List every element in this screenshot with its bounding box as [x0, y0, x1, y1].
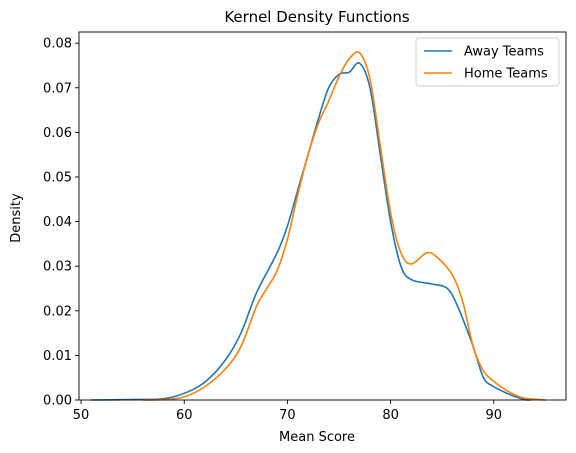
x-tick-label: 60 — [176, 408, 193, 423]
x-axis-ticks: 50 60 70 80 90 — [73, 400, 502, 423]
y-tick-label: 0.06 — [43, 126, 72, 141]
y-tick-label: 0.00 — [43, 394, 72, 409]
series-line-home-teams — [142, 51, 547, 401]
y-tick-label: 0.01 — [43, 349, 72, 364]
legend: Away Teams Home Teams — [415, 37, 560, 87]
chart-title: Kernel Density Functions — [224, 8, 409, 26]
legend-label-away-teams: Away Teams — [464, 45, 544, 60]
y-tick-label: 0.08 — [43, 37, 72, 52]
y-tick-label: 0.07 — [43, 81, 72, 96]
legend-box — [415, 37, 560, 87]
x-axis-label: Mean Score — [279, 430, 355, 445]
y-tick-label: 0.05 — [43, 170, 72, 185]
y-axis-ticks: 0.00 0.01 0.02 0.03 0.04 0.05 0.06 0.07 0.08 — [43, 37, 79, 409]
plot-area — [78, 31, 567, 401]
x-tick-label: 70 — [279, 408, 296, 423]
y-tick-label: 0.02 — [43, 304, 72, 319]
series-line-away-teams — [90, 61, 531, 401]
y-tick-label: 0.03 — [43, 260, 72, 275]
legend-label-home-teams: Home Teams — [464, 67, 548, 82]
plot-frame — [78, 31, 567, 401]
y-tick-label: 0.04 — [43, 215, 72, 230]
x-tick-label: 80 — [382, 408, 399, 423]
x-tick-label: 90 — [486, 408, 503, 423]
x-tick-label: 50 — [73, 408, 90, 423]
y-axis-label: Density — [9, 193, 24, 243]
